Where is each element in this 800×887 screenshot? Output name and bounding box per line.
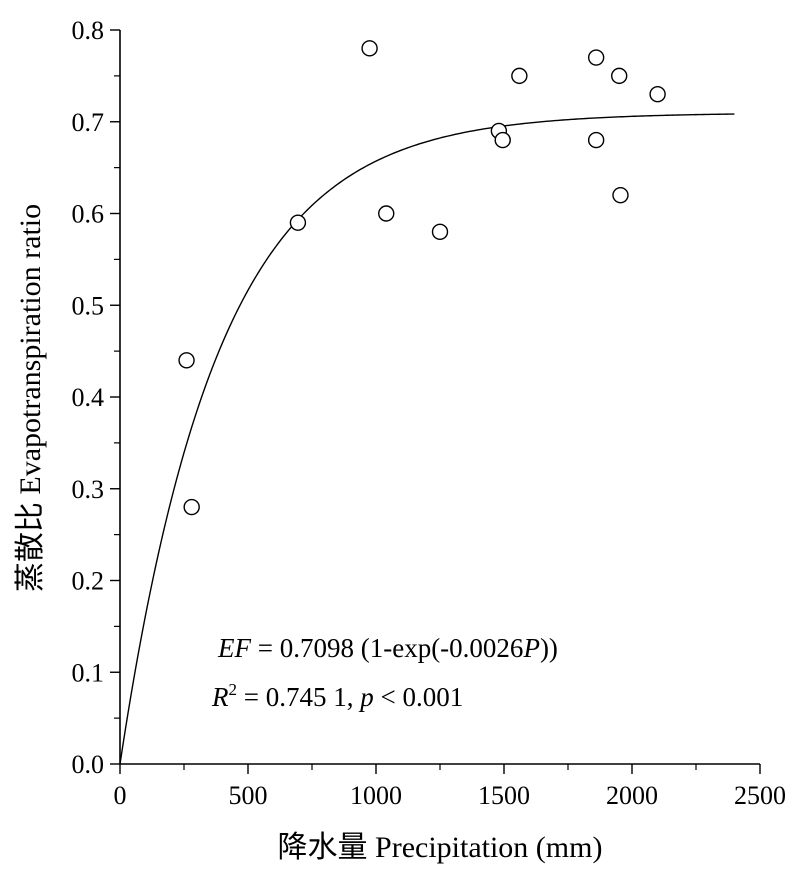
x-tick-label: 2000 <box>606 781 658 810</box>
x-tick-label: 1000 <box>350 781 402 810</box>
data-point <box>178 352 195 369</box>
axes <box>110 29 761 774</box>
x-tick-label: 0 <box>114 781 127 810</box>
data-points <box>178 40 666 516</box>
y-tick-label: 0.0 <box>72 750 105 779</box>
x-tick-labels: 0 500 1000 1500 2000 2500 <box>114 781 787 810</box>
data-point <box>378 205 395 222</box>
data-point <box>361 40 378 57</box>
data-point <box>612 186 629 204</box>
data-point <box>587 49 605 66</box>
y-tick-label: 0.4 <box>72 383 105 412</box>
x-tick-label: 500 <box>229 781 268 810</box>
fit-curve <box>119 113 735 765</box>
data-point <box>611 67 628 85</box>
y-tick-label: 0.6 <box>72 200 105 229</box>
y-axis-title: 蒸散比 Evapotranspiration ratio <box>14 204 47 592</box>
data-point <box>587 131 605 149</box>
data-point <box>289 214 307 231</box>
y-tick-label: 0.2 <box>72 567 105 596</box>
equation-text: EF = 0.7098 (1-exp(-0.0026P)) <box>217 633 558 663</box>
y-tick-label: 0.8 <box>72 16 105 45</box>
x-axis-title: 降水量 Precipitation (mm) <box>278 831 603 864</box>
data-point <box>183 498 200 516</box>
y-tick-label: 0.7 <box>72 108 105 137</box>
data-point <box>494 131 511 149</box>
y-tick-labels: 0.0 0.1 0.2 0.3 0.4 0.5 0.6 0.7 0.8 <box>72 16 105 779</box>
data-point <box>649 86 666 103</box>
y-tick-label: 0.1 <box>72 658 105 687</box>
data-point <box>511 67 528 85</box>
x-tick-label: 1500 <box>478 781 530 810</box>
data-point <box>431 223 449 241</box>
x-tick-label: 2500 <box>734 781 786 810</box>
y-tick-label: 0.5 <box>72 291 105 320</box>
r-squared-text: R2 = 0.745 1, p < 0.001 <box>211 680 463 712</box>
fit-equation-annotation: EF = 0.7098 (1-exp(-0.0026P)) R2 = 0.745… <box>211 633 558 712</box>
y-tick-label: 0.3 <box>72 475 105 504</box>
